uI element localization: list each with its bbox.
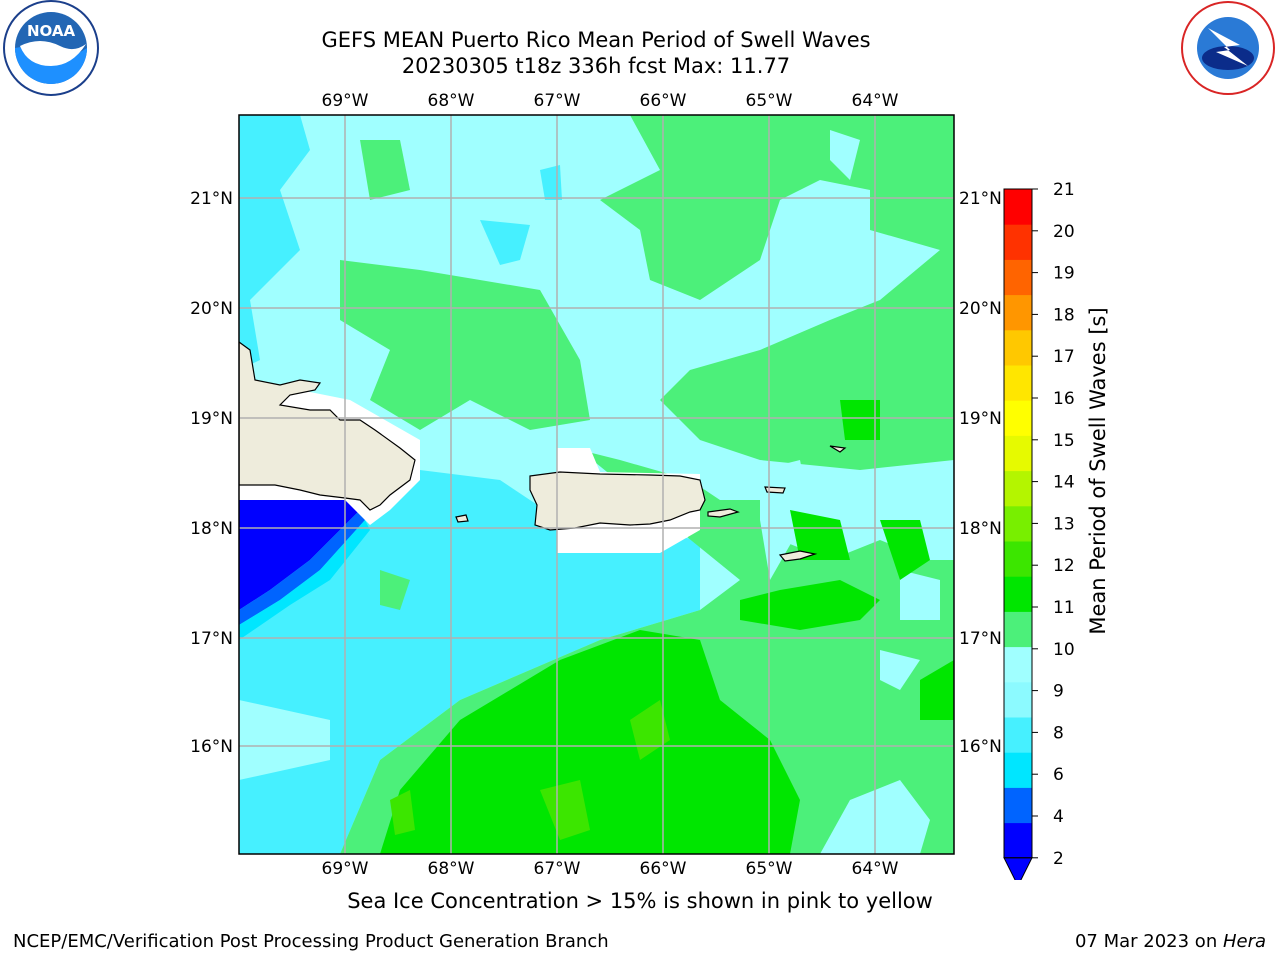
- footer-date: 07 Mar 2023 on Hera: [1075, 931, 1266, 952]
- lon-label-top: 65°W: [746, 91, 793, 111]
- colorbar-tick-label: 9: [1053, 682, 1064, 702]
- colorbar-tick-label: 16: [1053, 389, 1075, 409]
- colorbar-segment: [1004, 787, 1032, 824]
- map-subtitle: 20230305 t18z 336h fcst Max: 11.77: [401, 54, 791, 78]
- sea-ice-caption: Sea Ice Concentration > 15% is shown in …: [347, 889, 933, 913]
- lon-label-bottom: 68°W: [428, 859, 475, 879]
- lon-label-bottom: 66°W: [640, 859, 687, 879]
- colorbar-segment: [1004, 681, 1032, 718]
- colorbar-tick-label: 19: [1053, 264, 1075, 284]
- lon-label-top: 67°W: [534, 91, 581, 111]
- lat-label-left: 19°N: [190, 409, 233, 429]
- map-title: GEFS MEAN Puerto Rico Mean Period of Swe…: [321, 28, 871, 52]
- lat-label-right: 19°N: [959, 409, 1002, 429]
- colorbar-segment: [1004, 541, 1032, 577]
- contour-field: [239, 115, 954, 854]
- colorbar: 21 20 19 18 17 16 15 14 13 12 11 10 9 8 6 4 2: [1003, 180, 1075, 880]
- lat-label-right: 18°N: [959, 519, 1002, 539]
- gridlines: [239, 115, 954, 854]
- noaa-logo-text: NOAA: [27, 22, 76, 40]
- colorbar-segment: [1004, 717, 1032, 753]
- lat-label-right: 20°N: [959, 299, 1002, 319]
- lon-label-bottom: 65°W: [746, 859, 793, 879]
- colorbar-segment: [1004, 259, 1032, 296]
- noaa-logo: NOAA: [3, 0, 99, 96]
- lon-label-top: 68°W: [428, 91, 475, 111]
- colorbar-tick-label: 15: [1053, 431, 1075, 451]
- colorbar-segment: [1004, 435, 1032, 472]
- colorbar-segment: [1004, 611, 1032, 648]
- lat-label-left: 21°N: [190, 189, 233, 209]
- colorbar-tick-label: 10: [1053, 640, 1075, 660]
- nws-logo: [1181, 1, 1275, 95]
- colorbar-tick-label: 20: [1053, 222, 1075, 242]
- colorbar-segment: [1004, 365, 1032, 401]
- colorbar-segment: [1004, 752, 1032, 788]
- colorbar-segment: [1004, 224, 1032, 260]
- footer-credit: NCEP/EMC/Verification Post Processing Pr…: [13, 931, 609, 952]
- colorbar-segment: [1004, 646, 1032, 683]
- colorbar-segment: [1004, 505, 1032, 542]
- colorbar-tick-label: 11: [1053, 598, 1075, 618]
- colorbar-segment: [1004, 189, 1032, 225]
- colorbar-tick-label: 12: [1053, 556, 1075, 576]
- colorbar-tick-label: 17: [1053, 347, 1075, 367]
- map-figure: NOAA: [3, 0, 1275, 880]
- lon-label-bottom: 69°W: [322, 859, 369, 879]
- colorbar-segment: [1004, 576, 1032, 612]
- lat-label-right: 21°N: [959, 189, 1002, 209]
- lat-label-right: 17°N: [959, 629, 1002, 649]
- colorbar-segment: [1004, 400, 1032, 436]
- colorbar-extend-arrow: [1003, 857, 1033, 880]
- lat-label-right: 16°N: [959, 737, 1002, 757]
- colorbar-label: Mean Period of Swell Waves [s]: [1086, 307, 1110, 634]
- lon-label-top: 66°W: [640, 91, 687, 111]
- footer-date-text: 07 Mar 2023 on: [1074, 931, 1223, 952]
- colorbar-segment: [1004, 470, 1032, 507]
- lon-label-top: 64°W: [852, 91, 899, 111]
- colorbar-tick-label: 14: [1053, 473, 1075, 493]
- lon-label-bottom: 64°W: [852, 859, 899, 879]
- colorbar-tick-label: 6: [1053, 765, 1064, 785]
- colorbar-tick-label: 13: [1053, 514, 1075, 534]
- lon-label-top: 69°W: [322, 91, 369, 111]
- lat-label-left: 18°N: [190, 519, 233, 539]
- colorbar-segment: [1004, 294, 1032, 331]
- colorbar-tick-label: 2: [1053, 849, 1064, 869]
- colorbar-tick-label: 18: [1053, 305, 1075, 325]
- lon-label-bottom: 67°W: [534, 859, 581, 879]
- lat-label-left: 16°N: [190, 737, 233, 757]
- colorbar-segment: [1004, 329, 1032, 366]
- colorbar-tick-label: 4: [1053, 807, 1064, 827]
- colorbar-tick-label: 8: [1053, 723, 1064, 743]
- lat-label-left: 17°N: [190, 629, 233, 649]
- lat-label-left: 20°N: [190, 299, 233, 319]
- map-frame: [238, 114, 955, 855]
- colorbar-segment: [1004, 822, 1032, 859]
- footer-machine: Hera: [1222, 931, 1266, 952]
- colorbar-tick-label: 21: [1053, 180, 1075, 200]
